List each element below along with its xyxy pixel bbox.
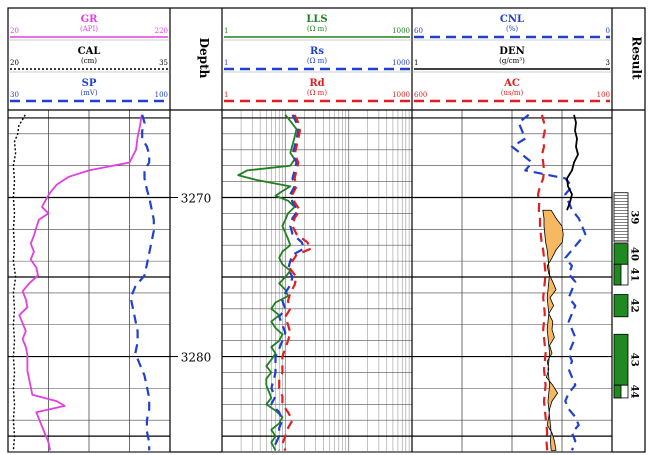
result-box [613,192,629,243]
curve-name-rs: Rs [310,46,324,57]
curve-lls [237,114,298,451]
depth-header: Depth [197,38,211,79]
result-label-43: 43 [629,353,640,367]
curve-unit-den: (g/cm³) [499,57,525,65]
curve-unit-cnl: (%) [506,25,518,33]
curve-max-den: 3 [606,59,610,67]
log-frame [7,7,646,453]
curve-max-cal: 35 [159,59,168,67]
result-label-40: 40 [629,247,640,261]
curve-unit-cal: (cm) [81,57,97,65]
curve-unit-rd: (Ω m) [307,89,327,97]
result-fill [613,243,629,265]
curve-name-sp: SP [82,78,97,89]
curve-min-den: 1 [414,59,418,67]
curve-name-lls: LLS [306,14,327,25]
curve-rs [270,114,306,451]
result-fill [613,294,629,318]
curve-max-rd: 1000 [392,91,410,99]
curve-min-rs: 1 [224,59,228,67]
result-fill [613,263,622,286]
curve-unit-rs: (Ω m) [307,57,327,65]
curve-cal [12,114,26,451]
curve-min-cnl: 60 [414,27,423,35]
result-label-42: 42 [629,299,640,313]
curve-min-sp: 30 [10,91,19,99]
curve-min-gr: 20 [10,27,19,35]
curve-unit-gr: (API) [80,25,98,33]
curve-rd [278,114,313,451]
result-fill [613,384,622,399]
depth-tick-label: 3280 [181,351,212,365]
curve-den [566,114,579,211]
curve-name-cal: CAL [78,46,101,57]
curve-max-ac: 100 [597,91,610,99]
curve-unit-ac: (us/m) [501,89,524,97]
curve-max-gr: 220 [155,27,168,35]
result-interval-42: 42 [613,294,640,318]
result-interval-44: 44 [613,384,640,399]
result-interval-41: 41 [613,263,640,286]
curve-name-cnl: CNL [500,14,524,25]
result-label-44: 44 [629,385,640,399]
result-label-39: 39 [629,210,640,224]
result-header: Result [630,36,644,80]
curve-max-sp: 100 [155,91,168,99]
curve-max-cnl: 0 [606,27,610,35]
result-fill [613,333,629,386]
curve-min-ac: 600 [414,91,427,99]
curve-name-ac: AC [503,78,520,89]
porosity-fill [542,209,564,451]
curve-max-lls: 1000 [392,27,410,35]
curve-max-rs: 1000 [392,59,410,67]
curve-cnl [510,113,587,451]
curve-unit-sp: (mV) [80,89,97,97]
curve-name-rd: Rd [309,78,324,89]
curve-gr [18,114,143,451]
curve-ac [536,114,549,451]
depth-tick-label: 3270 [181,191,212,205]
curve-min-rd: 1 [224,91,228,99]
curve-name-den: DEN [499,46,524,57]
curve-min-lls: 1 [224,27,228,35]
curve-min-cal: 20 [10,59,19,67]
curve-sp [129,114,155,451]
result-interval-39: 39 [613,192,640,243]
result-label-41: 41 [629,268,640,282]
track-3-grid [412,110,612,453]
curve-unit-lls: (Ω m) [307,25,327,33]
curve-name-gr: GR [81,14,99,25]
